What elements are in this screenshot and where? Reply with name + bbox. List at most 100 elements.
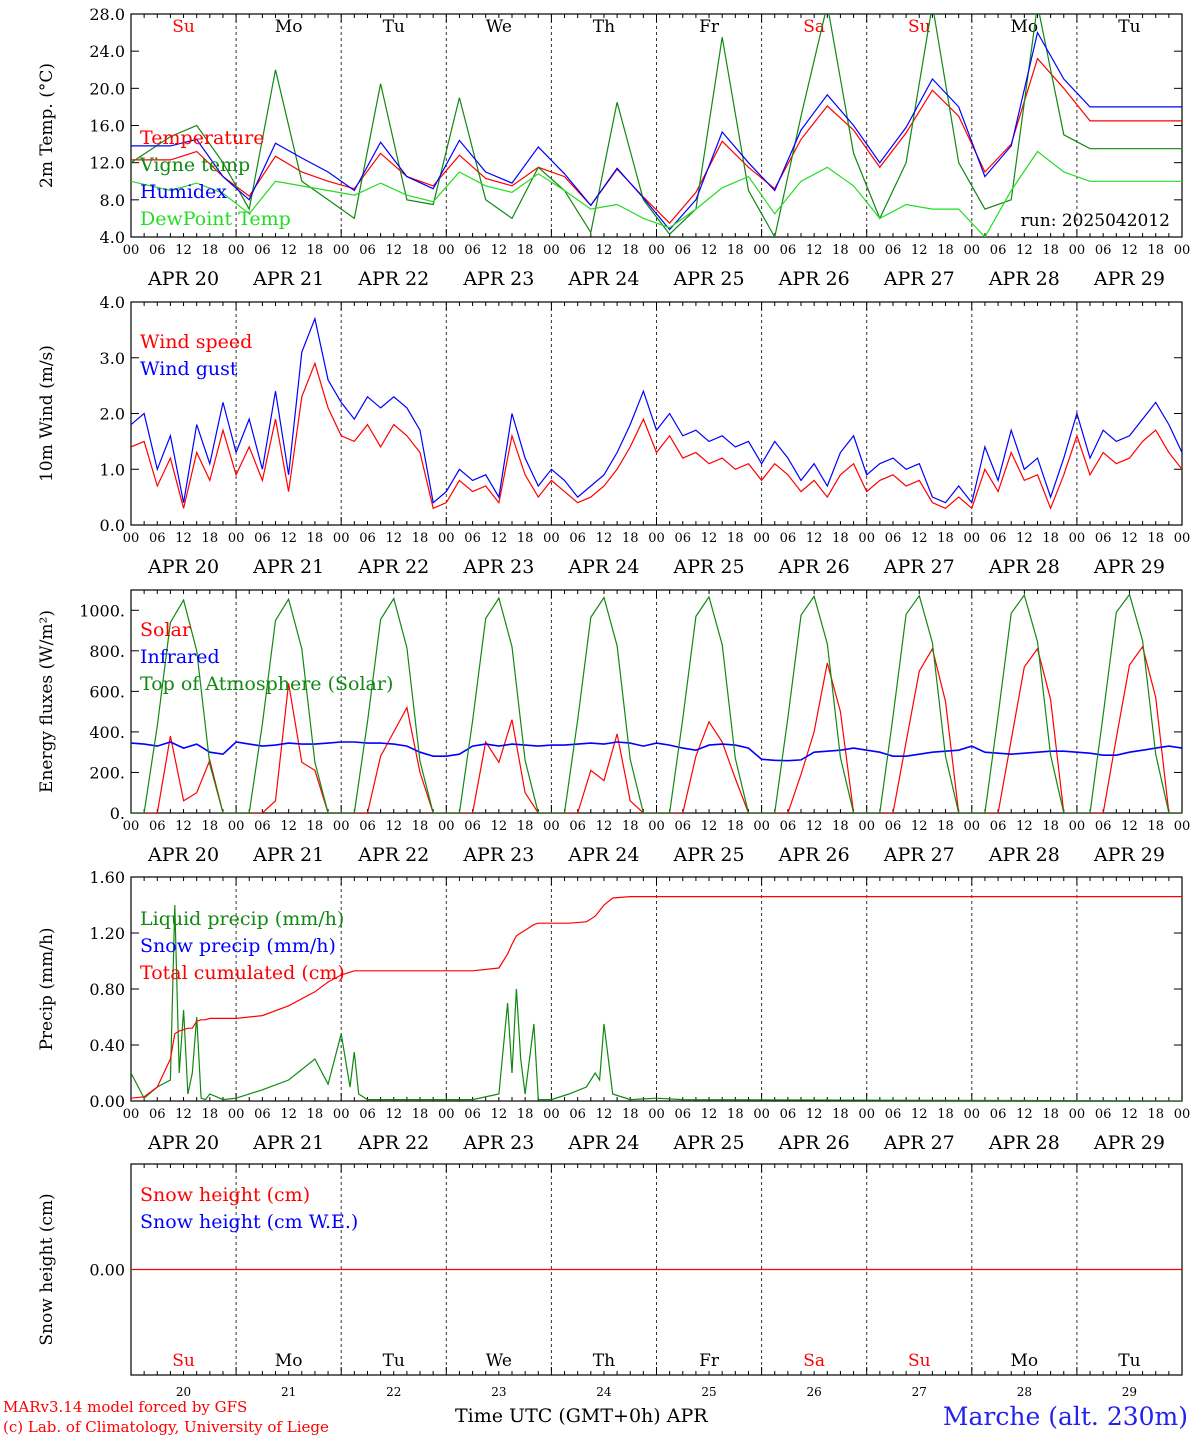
day-label-top: Tu [1118,17,1140,37]
x-hour-label: 00 [753,819,770,834]
legend-entry: Infrared [140,646,220,668]
x-hour-label: 00 [648,819,665,834]
x-hour-label: 06 [1095,243,1112,258]
y-tick-label: 1000. [79,601,125,620]
x-hour-label: 00 [1069,531,1086,546]
x-hour-label: 06 [569,1107,586,1122]
x-hour-label: 06 [464,531,481,546]
run-annotation: run: 2025042012 [1021,211,1170,231]
x-date-label: APR 28 [988,556,1060,578]
x-hour-label: 12 [701,1107,718,1122]
day-label-top: Su [172,17,195,37]
x-hour-label: 06 [149,243,166,258]
x-hour-label: 00 [858,1107,875,1122]
x-date-label: APR 29 [1093,844,1165,866]
y-tick-label: 800. [89,642,125,661]
x-hour-label: 06 [464,819,481,834]
x-hour-label: 00 [858,243,875,258]
x-date-label: APR 26 [778,556,850,578]
y-tick-label: 1.60 [89,868,125,887]
x-hour-label: 06 [569,243,586,258]
y-axis-label: Energy fluxes (W/m²) [37,610,57,793]
x-hour-label: 12 [596,243,613,258]
x-hour-label: 12 [1016,531,1033,546]
x-hour-label: 00 [228,531,245,546]
x-date-label: APR 21 [252,844,324,866]
x-hour-label: 00 [228,819,245,834]
x-date-label: APR 24 [567,268,639,290]
x-hour-label: 06 [569,819,586,834]
x-date-label: APR 23 [462,844,534,866]
day-label-bottom: We [486,1351,512,1371]
x-hour-label: 00 [648,531,665,546]
y-axis-label: 2m Temp. (°C) [37,63,57,188]
x-hour-label: 00 [123,531,140,546]
x-date-label: APR 20 [147,268,219,290]
day-number-label: 26 [807,1385,822,1399]
x-hour-label: 12 [1016,243,1033,258]
x-hour-label: 12 [1121,819,1138,834]
x-hour-label: 00 [753,531,770,546]
x-date-label: APR 24 [567,1132,639,1154]
x-hour-label: 00 [438,1107,455,1122]
day-number-label: 23 [491,1385,506,1399]
y-axis-label: Snow height (cm) [37,1193,57,1345]
x-date-label: APR 27 [883,556,955,578]
y-tick-label: 4.0 [100,228,125,247]
series-line-wind-speed [131,361,1182,510]
x-hour-label: 00 [964,531,981,546]
x-hour-label: 00 [123,819,140,834]
series-line-wind-gust [131,316,1182,505]
x-hour-label: 18 [202,819,219,834]
day-number-label: 22 [386,1385,401,1399]
series-line-vigne-temp [131,14,1182,237]
x-date-label: APR 26 [778,268,850,290]
x-hour-label: 18 [622,531,639,546]
x-hour-label: 12 [385,1107,402,1122]
x-hour-label: 06 [464,1107,481,1122]
x-hour-label: 06 [149,819,166,834]
x-date-label: APR 23 [462,1132,534,1154]
x-hour-label: 12 [385,531,402,546]
x-hour-label: 00 [1174,243,1191,258]
x-hour-label: 12 [596,531,613,546]
x-hour-label: 12 [385,243,402,258]
x-hour-label: 00 [543,243,560,258]
x-hour-label: 12 [1016,819,1033,834]
x-hour-label: 18 [937,531,954,546]
x-hour-label: 00 [648,243,665,258]
x-date-label: APR 25 [673,1132,745,1154]
y-tick-label: 600. [89,682,125,701]
x-hour-label: 06 [990,531,1007,546]
x-hour-label: 06 [885,531,902,546]
x-hour-label: 06 [780,531,797,546]
day-label-bottom: Mo [1011,1351,1039,1371]
x-hour-label: 06 [359,531,376,546]
x-date-label: APR 20 [147,844,219,866]
x-date-label: APR 21 [252,1132,324,1154]
day-label-top: We [486,17,512,37]
y-tick-label: 2.0 [100,405,125,424]
x-hour-label: 12 [175,531,192,546]
x-hour-label: 06 [885,819,902,834]
day-label-top: Su [908,17,931,37]
y-tick-label: 0. [110,804,125,823]
x-hour-label: 18 [937,819,954,834]
x-hour-label: 06 [254,531,271,546]
y-tick-label: 1.20 [89,924,125,943]
x-hour-label: 18 [307,819,324,834]
x-hour-label: 00 [858,819,875,834]
x-date-label: APR 26 [778,844,850,866]
x-hour-label: 06 [990,243,1007,258]
x-hour-label: 12 [175,1107,192,1122]
y-axis-label: Precip (mm/h) [37,927,57,1050]
y-axis-label: 10m Wind (m/s) [37,345,57,482]
x-hour-label: 18 [1147,819,1164,834]
x-hour-label: 18 [202,531,219,546]
x-hour-label: 18 [832,243,849,258]
x-date-label: APR 21 [252,268,324,290]
day-number-label: 29 [1122,1385,1137,1399]
x-hour-label: 06 [1095,819,1112,834]
x-date-label: APR 22 [357,268,429,290]
